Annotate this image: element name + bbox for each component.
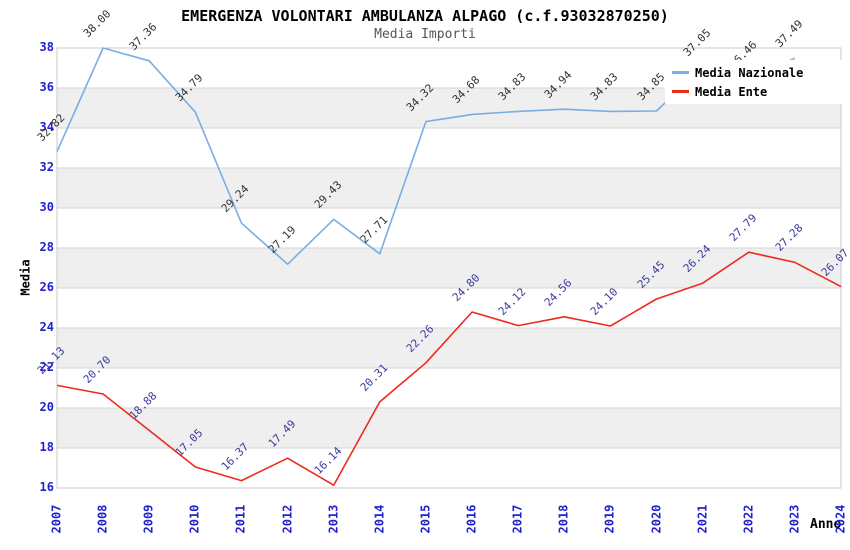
y-tick-label: 24: [39, 320, 54, 334]
y-tick-label: 18: [39, 440, 54, 454]
line-marker-icon: [672, 71, 689, 74]
legend-label: Media Ente: [695, 84, 768, 99]
chart-subtitle: Media Importi: [374, 27, 476, 42]
y-tick-label: 16: [39, 480, 54, 494]
y-tick-label: 20: [39, 400, 54, 414]
chart-title: EMERGENZA VOLONTARI AMBULANZA ALPAGO (c.…: [181, 7, 669, 25]
legend-item-media-ente: Media Ente: [665, 84, 842, 99]
y-tick-label: 26: [39, 280, 54, 294]
legend: Media Nazionale Media Ente: [665, 60, 842, 104]
legend-label: Media Nazionale: [695, 65, 804, 80]
y-tick-label: 34: [39, 120, 54, 134]
x-axis-title: Anno: [810, 517, 842, 532]
y-tick-label: 30: [39, 200, 54, 214]
y-tick-label: 32: [39, 160, 54, 174]
y-tick-label: 22: [39, 360, 54, 374]
line-marker-icon: [672, 90, 689, 93]
y-tick-label: 36: [39, 80, 54, 94]
legend-item-media-nazionale: Media Nazionale: [665, 65, 842, 80]
y-tick-label: 38: [39, 40, 54, 54]
y-tick-label: 28: [39, 240, 54, 254]
